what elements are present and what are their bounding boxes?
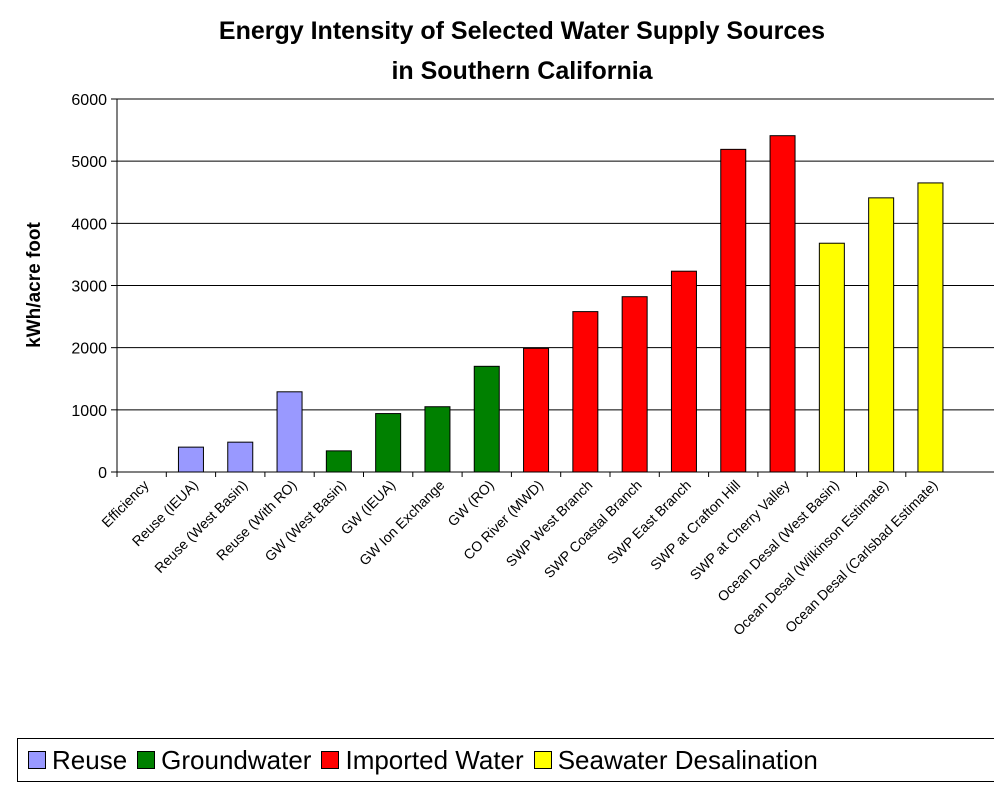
bar: [276, 391, 303, 473]
y-tick-label: 5000: [71, 154, 107, 171]
y-tick-label: 4000: [71, 216, 107, 233]
x-tick-label: SWP at Crafton Hill: [647, 477, 743, 573]
bar: [473, 365, 500, 473]
legend-swatch-imported-water: [321, 751, 340, 769]
bar: [621, 296, 648, 473]
x-tick-label: SWP Coastal Branch: [541, 477, 645, 581]
bar: [523, 347, 550, 473]
x-tick-label: GW Ion Exchange: [356, 477, 448, 569]
legend-swatch-groundwater: [137, 751, 156, 769]
legend-item-groundwater: Groundwater: [137, 745, 311, 776]
legend-label-reuse: Reuse: [52, 744, 128, 775]
legend-label-seawater-desalination: Seawater Desalination: [557, 744, 818, 775]
legend-swatch-seawater-desalination: [533, 751, 552, 769]
bar: [177, 446, 204, 473]
y-tick-label: 0: [98, 465, 107, 482]
y-tick-label: 3000: [71, 279, 107, 296]
chart-title-line-1: Energy Intensity of Selected Water Suppl…: [219, 17, 825, 45]
x-tick-label: SWP West Branch: [503, 477, 596, 570]
legend-item-reuse: Reuse: [28, 745, 127, 776]
bar: [424, 406, 451, 473]
bar: [818, 242, 845, 473]
bar: [868, 197, 895, 473]
bar: [375, 413, 402, 473]
x-tick-label: SWP East Branch: [604, 477, 694, 567]
y-tick-label: 2000: [71, 341, 107, 358]
bar: [572, 311, 599, 473]
bar: [227, 441, 254, 473]
legend-label-imported-water: Imported Water: [345, 744, 524, 775]
chart: Energy Intensity of Selected Water Suppl…: [24, 17, 994, 638]
legend-label-groundwater: Groundwater: [161, 744, 312, 775]
legend-item-imported-water: Imported Water: [321, 744, 524, 776]
bar: [769, 135, 796, 473]
legend-swatch-reuse: [28, 751, 46, 769]
legend-item-seawater-desalination: Seawater Desalination: [533, 744, 818, 776]
y-axis-label: kWh/acre foot: [24, 222, 45, 348]
bar: [720, 148, 747, 473]
y-tick-label: 1000: [71, 403, 107, 420]
x-tick-label: Reuse (West Basin): [151, 477, 250, 576]
legend: Reuse Groundwater Imported Water Seawate…: [17, 738, 994, 782]
bar: [325, 450, 352, 473]
bar: [670, 270, 697, 473]
y-tick-label: 6000: [71, 92, 107, 109]
chart-title-line-2: in Southern California: [391, 57, 653, 85]
bar: [917, 182, 944, 473]
